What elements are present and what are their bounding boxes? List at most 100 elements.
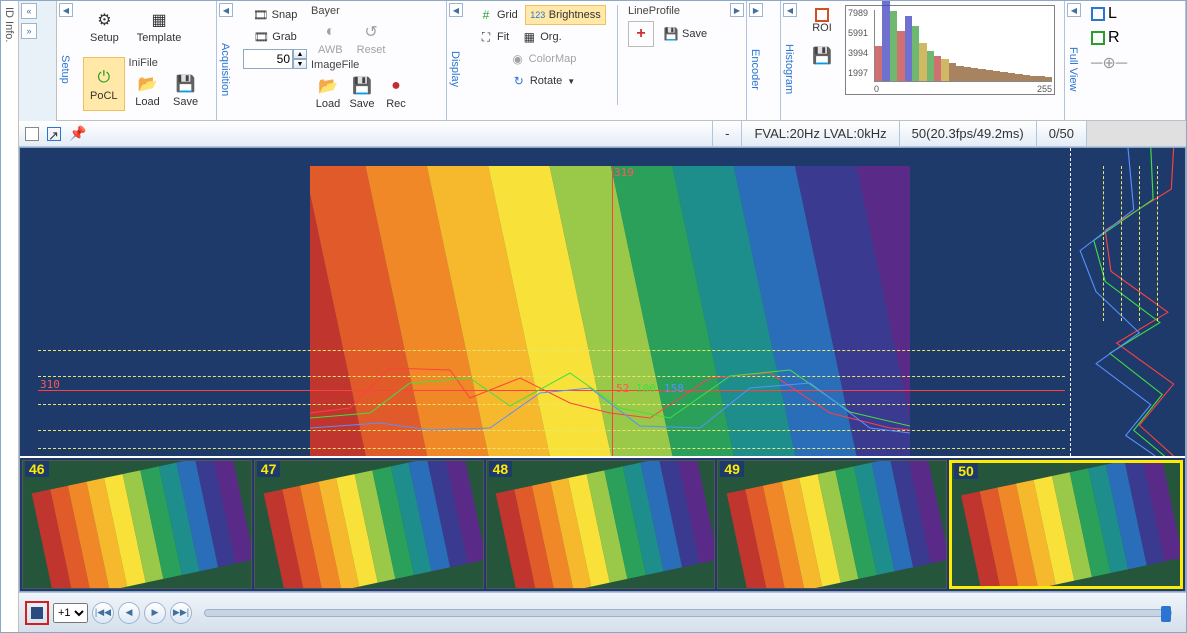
film-grab-icon: 🎞 — [253, 29, 269, 45]
colormap-button[interactable]: ◉ ColorMap — [473, 49, 613, 69]
pocl-button[interactable]: ⏻ PoCL — [83, 57, 125, 111]
readout-b: 158 — [664, 382, 684, 395]
gear-icon: ⚙ — [92, 8, 116, 32]
group-encoder-label: Encoder — [749, 23, 761, 116]
thumbnail[interactable]: 47 — [254, 460, 484, 589]
fullview-slider[interactable]: ─⊕─ — [1091, 53, 1127, 73]
viewer[interactable]: 319 310 52 100 158 4647484950 — [19, 147, 1186, 592]
inifile-load-button[interactable]: 📂 Load — [129, 69, 167, 111]
group-setup-prev-icon[interactable]: ◀ — [59, 3, 73, 17]
timeline-knob[interactable] — [1161, 606, 1171, 622]
thumbnail[interactable]: 46 — [22, 460, 252, 589]
imagefile-load-button[interactable]: 📂 Load — [311, 71, 345, 113]
imagefile-rec-button[interactable]: ● Rec — [379, 71, 413, 113]
timeline-track[interactable] — [204, 609, 1172, 617]
bayer-title: Bayer — [311, 5, 413, 17]
thumbnail[interactable]: 50 — [949, 460, 1183, 589]
status-fps: 50(20.3fps/49.2ms) — [899, 121, 1036, 146]
group-acquisition: ◀ Acquisition 🎞 Snap 🎞 Grab ▲ ▼ — [217, 1, 447, 120]
grid-icon: ▦ — [147, 8, 171, 32]
group-histo-prev-icon[interactable]: ◀ — [783, 3, 797, 17]
group-encoder-next-icon[interactable]: ▶ — [749, 3, 763, 17]
lineprofile-save-button[interactable]: 💾 Save — [658, 21, 712, 47]
status-dash: - — [712, 121, 741, 146]
fullview-L[interactable]: L — [1091, 5, 1117, 23]
status-frame: 0/50 — [1036, 121, 1086, 146]
lineprofile-title: LineProfile — [628, 5, 712, 17]
readout-r: 52 — [616, 382, 629, 395]
floppy-icon: 💾 — [663, 26, 679, 42]
fit-button[interactable]: ⛶ Fit — [473, 27, 514, 47]
imagefile-save-button[interactable]: 💾 Save — [345, 71, 379, 113]
template-button[interactable]: ▦ Template — [130, 5, 189, 47]
first-frame-button[interactable]: |◀◀ — [92, 602, 114, 624]
group-setup-label: Setup — [59, 23, 71, 116]
inifile-save-button[interactable]: 💾 Save — [167, 69, 205, 111]
status-bar: ↗ 📌 - FVAL:20Hz LVAL:0kHz 50(20.3fps/49.… — [19, 121, 1186, 147]
awb-button[interactable]: ◐ AWB — [311, 17, 350, 59]
id-info-tab[interactable]: ID Info. — [1, 1, 19, 632]
setup-button[interactable]: ⚙ Setup — [83, 5, 126, 47]
grab-button[interactable]: 🎞 Grab — [243, 27, 307, 47]
crosshair-horizontal[interactable] — [38, 390, 1065, 391]
thumbnail-number: 50 — [954, 463, 978, 479]
right-profile — [1070, 148, 1185, 456]
floppy-icon: 💾 — [810, 44, 834, 68]
thumbnail-number: 46 — [25, 461, 49, 477]
vertical-line-profile — [1071, 148, 1185, 456]
awb-icon: ◐ — [318, 20, 342, 44]
brightness-button[interactable]: 123 Brightness — [525, 5, 606, 25]
frame-count-input[interactable] — [243, 49, 293, 69]
org-button[interactable]: ▦ Org. — [516, 27, 566, 47]
roi-button[interactable]: ROI — [807, 5, 837, 37]
expand-icon[interactable]: ↗ — [47, 127, 61, 141]
prev-frame-button[interactable]: ◀ — [118, 602, 140, 624]
step-select[interactable]: +1 — [53, 603, 88, 623]
square-R-icon — [1091, 31, 1105, 45]
film-snap-icon: 🎞 — [253, 7, 269, 23]
fit-icon: ⛶ — [478, 29, 494, 45]
rotate-button[interactable]: ↻ Rotate ▼ — [473, 71, 613, 91]
collapse-left-icon[interactable]: « — [21, 3, 37, 19]
folder-open-icon: 📂 — [316, 74, 340, 98]
player-mode-icon[interactable] — [25, 601, 49, 625]
spin-down-icon[interactable]: ▼ — [293, 59, 307, 69]
fullview-R[interactable]: R — [1091, 29, 1120, 47]
inifile-title: IniFile — [129, 57, 205, 69]
bayer-reset-button[interactable]: ↺ Reset — [350, 17, 393, 59]
frame-count-spinner[interactable]: ▲ ▼ — [243, 49, 307, 69]
status-checkbox[interactable] — [25, 127, 39, 141]
thumbnail[interactable]: 48 — [486, 460, 716, 589]
roi-icon — [815, 8, 829, 22]
floppy-icon: 💾 — [350, 74, 374, 98]
group-fullview-label: Full View — [1067, 23, 1079, 116]
record-icon: ● — [384, 74, 408, 98]
play-button[interactable]: ▶ — [144, 602, 166, 624]
group-display-next-icon[interactable]: ▶ — [730, 3, 744, 17]
readout-g: 100 — [636, 382, 656, 395]
collapse-strip: « » — [19, 1, 57, 121]
lineprofile-add-button[interactable]: + — [628, 21, 654, 47]
spin-up-icon[interactable]: ▲ — [293, 49, 307, 59]
group-acq-prev-icon[interactable]: ◀ — [219, 3, 233, 17]
expand-right-icon[interactable]: » — [21, 23, 37, 39]
snap-button[interactable]: 🎞 Snap — [243, 5, 307, 25]
last-frame-button[interactable]: ▶▶| — [170, 602, 192, 624]
thumbnail-number: 49 — [720, 461, 744, 477]
group-display-label: Display — [449, 23, 461, 116]
histogram-chart: 7989 5991 3994 1997 0 255 — [845, 5, 1055, 95]
group-display-prev-icon[interactable]: ◀ — [449, 3, 463, 17]
player-bar: +1 |◀◀ ◀ ▶ ▶▶| — [19, 592, 1186, 632]
folder-open-icon: 📂 — [136, 72, 160, 96]
group-fullview-prev-icon[interactable]: ◀ — [1067, 3, 1081, 17]
org-icon: ▦ — [521, 29, 537, 45]
group-encoder: ▶ Encoder — [747, 1, 781, 120]
crosshair-vertical[interactable] — [612, 166, 613, 466]
thumbnail-strip: 46 474849 50 — [20, 456, 1185, 591]
thumbnail[interactable]: 49 — [717, 460, 947, 589]
pin-icon[interactable]: 📌 — [69, 125, 86, 142]
group-setup: ◀ Setup ⚙ Setup ▦ Template ⏻ PoCL Ini — [57, 1, 217, 120]
histo-save-button[interactable]: 💾 — [807, 41, 837, 71]
group-acq-label: Acquisition — [219, 23, 231, 116]
grid-button[interactable]: # Grid — [473, 5, 523, 25]
